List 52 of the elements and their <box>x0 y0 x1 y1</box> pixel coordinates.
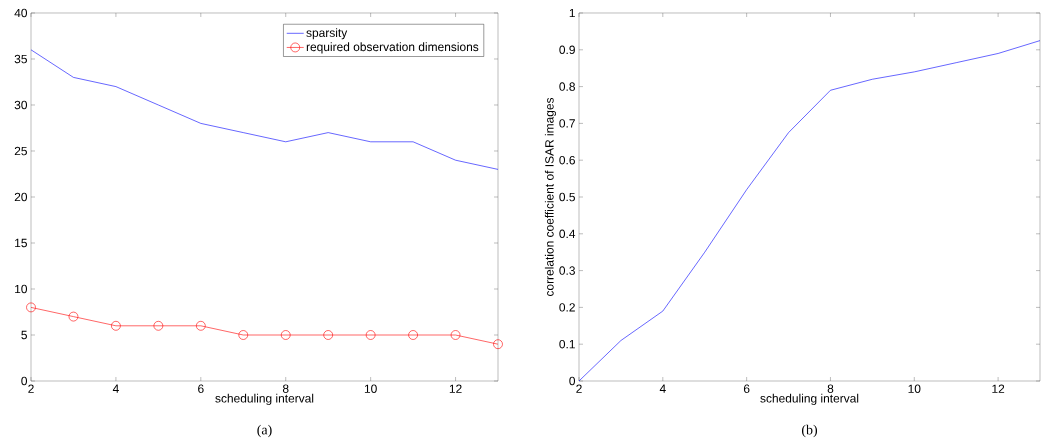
y-tick-label: 0.8 <box>559 82 575 91</box>
point <box>323 330 333 340</box>
point <box>238 330 249 340</box>
point <box>153 321 164 331</box>
y-tick-label: 0 <box>569 376 576 386</box>
x-tick-label: 10 <box>364 384 377 393</box>
point <box>280 330 291 340</box>
y-tick-label: 0.5 <box>559 192 575 202</box>
point <box>450 330 461 340</box>
y-tick-label: 5 <box>21 330 27 340</box>
point <box>408 330 418 340</box>
point <box>196 321 206 331</box>
x-tick-label: 4 <box>659 384 666 393</box>
y-tick-label: 0.6 <box>559 155 575 165</box>
point <box>493 339 503 349</box>
x-tick-label: 6 <box>743 384 750 393</box>
x-tick-label: 2 <box>28 384 34 393</box>
x-tick-label: 8 <box>282 384 289 393</box>
y-tick-label: 0.3 <box>559 266 575 275</box>
x-axis-title: scheduling interval <box>215 393 314 405</box>
point <box>26 302 36 313</box>
text: (b) <box>801 424 818 438</box>
y-tick-label: 20 <box>14 192 28 202</box>
x-tick-label: 2 <box>576 384 582 393</box>
x-tick-label: 4 <box>112 384 119 393</box>
y-tick-label: 0 <box>21 376 28 386</box>
y-tick-label: 10 <box>15 284 28 294</box>
x-tick-label: 12 <box>449 384 462 393</box>
y-tick-label: 25 <box>14 146 27 156</box>
y-tick-label: 0.9 <box>559 45 575 55</box>
y-tick-label: 1 <box>569 8 575 18</box>
y-tick-label: 35 <box>14 54 27 64</box>
legend-label: required observation dimensions <box>306 42 479 54</box>
y-tick-label: 15 <box>15 238 27 248</box>
y-tick-label: 0.7 <box>559 119 575 128</box>
y-tick-label: 0.2 <box>559 303 575 312</box>
y-tick-label: 0.1 <box>559 339 575 349</box>
y-tick-label: 30 <box>14 100 28 110</box>
y-tick-label: 0.4 <box>559 229 576 239</box>
x-tick-label: 10 <box>908 384 921 393</box>
x-tick-label: 6 <box>198 384 204 393</box>
x-tick-label: 8 <box>827 384 834 393</box>
legend-label: sparsity <box>306 28 348 40</box>
line-series <box>578 40 1041 382</box>
point <box>365 330 376 340</box>
y-axis-title: correlation coefficient of ISAR images <box>544 97 557 297</box>
x-axis-title: scheduling interval <box>760 393 859 405</box>
x-tick-label: 12 <box>992 384 1005 393</box>
point <box>111 321 121 331</box>
point <box>68 311 79 322</box>
text: (a) <box>257 424 272 438</box>
y-tick-label: 40 <box>14 8 28 18</box>
